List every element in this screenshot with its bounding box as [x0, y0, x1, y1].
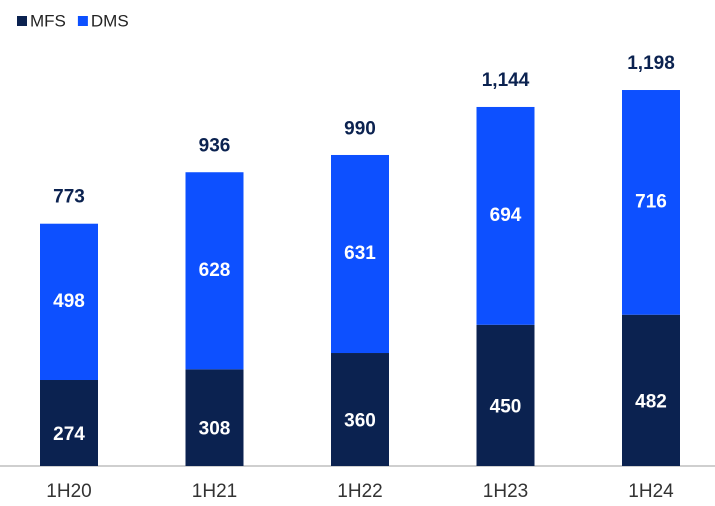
bar-segment	[622, 90, 680, 315]
x-tick-label: 1H20	[46, 481, 91, 502]
value-label: 716	[635, 191, 667, 212]
value-label: 694	[490, 205, 522, 226]
legend-swatch	[17, 16, 27, 26]
legend-label: DMS	[91, 11, 129, 30]
value-label: 482	[635, 391, 667, 412]
value-label: 628	[199, 260, 231, 281]
value-label: 498	[53, 291, 85, 312]
x-tick-label: 1H21	[192, 481, 237, 502]
bar-segment	[185, 369, 244, 466]
bar-segment	[622, 314, 680, 466]
bar-segment	[331, 154, 389, 354]
total-label: 936	[199, 135, 231, 156]
bar-segment	[185, 172, 244, 370]
x-tick-label: 1H23	[483, 481, 528, 502]
bar-segment	[331, 353, 389, 466]
value-label: 631	[344, 243, 376, 264]
bar-segment	[40, 223, 98, 381]
legend-label: MFS	[30, 11, 66, 30]
bar-segment	[40, 380, 98, 466]
value-label: 360	[344, 411, 376, 432]
total-label: 1,198	[627, 53, 675, 74]
value-label: 274	[53, 424, 85, 445]
bar-segment	[476, 106, 535, 325]
total-label: 990	[344, 118, 376, 139]
total-label: 773	[53, 186, 85, 207]
value-label: 308	[199, 419, 231, 440]
bar-segment	[476, 324, 535, 466]
x-tick-label: 1H24	[628, 481, 674, 502]
total-label: 1,144	[482, 70, 530, 91]
legend-swatch	[77, 16, 88, 26]
value-label: 450	[490, 396, 522, 417]
x-tick-label: 1H22	[337, 481, 382, 502]
